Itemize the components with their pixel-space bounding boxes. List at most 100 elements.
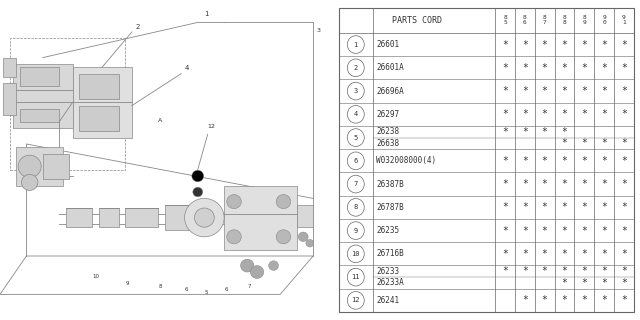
Text: 26235: 26235 <box>376 226 399 235</box>
Text: 8
7: 8 7 <box>543 15 547 26</box>
Text: *: * <box>541 127 548 137</box>
Bar <box>3 58 17 77</box>
Text: *: * <box>581 278 587 288</box>
Bar <box>3 83 17 115</box>
Text: *: * <box>621 278 627 288</box>
Text: *: * <box>561 109 568 119</box>
Circle shape <box>195 208 214 227</box>
Text: *: * <box>581 109 587 119</box>
Text: 6: 6 <box>354 158 358 164</box>
Bar <box>79 106 118 131</box>
Bar <box>125 208 158 227</box>
Text: 1: 1 <box>204 11 209 17</box>
Text: *: * <box>522 63 528 73</box>
Text: *: * <box>561 278 568 288</box>
Text: *: * <box>502 266 508 276</box>
Circle shape <box>227 195 241 209</box>
Text: *: * <box>601 226 607 236</box>
Bar <box>297 205 313 227</box>
Text: *: * <box>581 40 587 50</box>
Text: 1: 1 <box>354 42 358 48</box>
Text: *: * <box>601 266 607 276</box>
Text: *: * <box>581 226 587 236</box>
Text: *: * <box>561 86 568 96</box>
Text: 26716B: 26716B <box>376 249 404 258</box>
Text: *: * <box>502 40 508 50</box>
Text: *: * <box>561 127 568 137</box>
Text: *: * <box>502 226 508 236</box>
Text: 12: 12 <box>351 297 360 303</box>
Text: *: * <box>601 278 607 288</box>
Text: 26696A: 26696A <box>376 87 404 96</box>
Text: *: * <box>541 266 548 276</box>
Text: 26601A: 26601A <box>376 63 404 72</box>
Text: *: * <box>601 156 607 166</box>
Text: *: * <box>601 40 607 50</box>
Text: 11: 11 <box>351 274 360 280</box>
Text: *: * <box>541 86 548 96</box>
Text: *: * <box>522 40 528 50</box>
Bar <box>20 109 60 122</box>
Text: 8: 8 <box>354 204 358 210</box>
Circle shape <box>21 174 38 190</box>
Bar <box>66 208 92 227</box>
Text: *: * <box>581 266 587 276</box>
Text: 5: 5 <box>354 135 358 140</box>
Text: *: * <box>581 156 587 166</box>
Circle shape <box>298 232 308 242</box>
Circle shape <box>192 170 204 182</box>
Text: 2: 2 <box>135 24 140 30</box>
Text: *: * <box>621 179 627 189</box>
Bar <box>20 67 60 86</box>
Text: PARTS CORD: PARTS CORD <box>392 16 442 25</box>
Text: 26638: 26638 <box>376 139 399 148</box>
Text: *: * <box>561 249 568 259</box>
Bar <box>43 154 69 179</box>
Text: 8
8: 8 8 <box>563 15 566 26</box>
Text: *: * <box>561 202 568 212</box>
Text: *: * <box>541 156 548 166</box>
Text: 26297: 26297 <box>376 110 399 119</box>
Text: 3: 3 <box>354 88 358 94</box>
Bar <box>99 208 118 227</box>
Text: 10: 10 <box>351 251 360 257</box>
Text: 26601: 26601 <box>376 40 399 49</box>
Text: *: * <box>621 63 627 73</box>
Text: *: * <box>522 179 528 189</box>
Text: *: * <box>541 40 548 50</box>
Text: *: * <box>621 266 627 276</box>
Text: *: * <box>601 295 607 305</box>
Text: *: * <box>502 127 508 137</box>
Text: 8
9: 8 9 <box>582 15 586 26</box>
Text: *: * <box>581 249 587 259</box>
Text: *: * <box>561 156 568 166</box>
Bar <box>13 64 72 128</box>
Circle shape <box>306 239 314 247</box>
Text: *: * <box>561 226 568 236</box>
Text: *: * <box>581 86 587 96</box>
Text: *: * <box>541 202 548 212</box>
Text: 12: 12 <box>207 124 216 129</box>
Bar <box>79 74 118 99</box>
Text: 26233: 26233 <box>376 267 399 276</box>
Circle shape <box>276 230 291 244</box>
Text: *: * <box>601 202 607 212</box>
Circle shape <box>227 230 241 244</box>
Text: 9
0: 9 0 <box>602 15 606 26</box>
Text: *: * <box>581 295 587 305</box>
Text: *: * <box>502 202 508 212</box>
Text: 4: 4 <box>354 111 358 117</box>
Text: *: * <box>561 63 568 73</box>
Text: *: * <box>522 226 528 236</box>
Text: *: * <box>541 179 548 189</box>
Text: *: * <box>561 179 568 189</box>
Text: *: * <box>502 156 508 166</box>
Text: *: * <box>522 156 528 166</box>
Bar <box>165 205 191 230</box>
Text: W032008000(4): W032008000(4) <box>376 156 436 165</box>
Circle shape <box>18 155 41 178</box>
Text: 5: 5 <box>204 291 208 295</box>
Text: *: * <box>561 266 568 276</box>
Circle shape <box>269 261 278 270</box>
Text: 26233A: 26233A <box>376 278 404 287</box>
